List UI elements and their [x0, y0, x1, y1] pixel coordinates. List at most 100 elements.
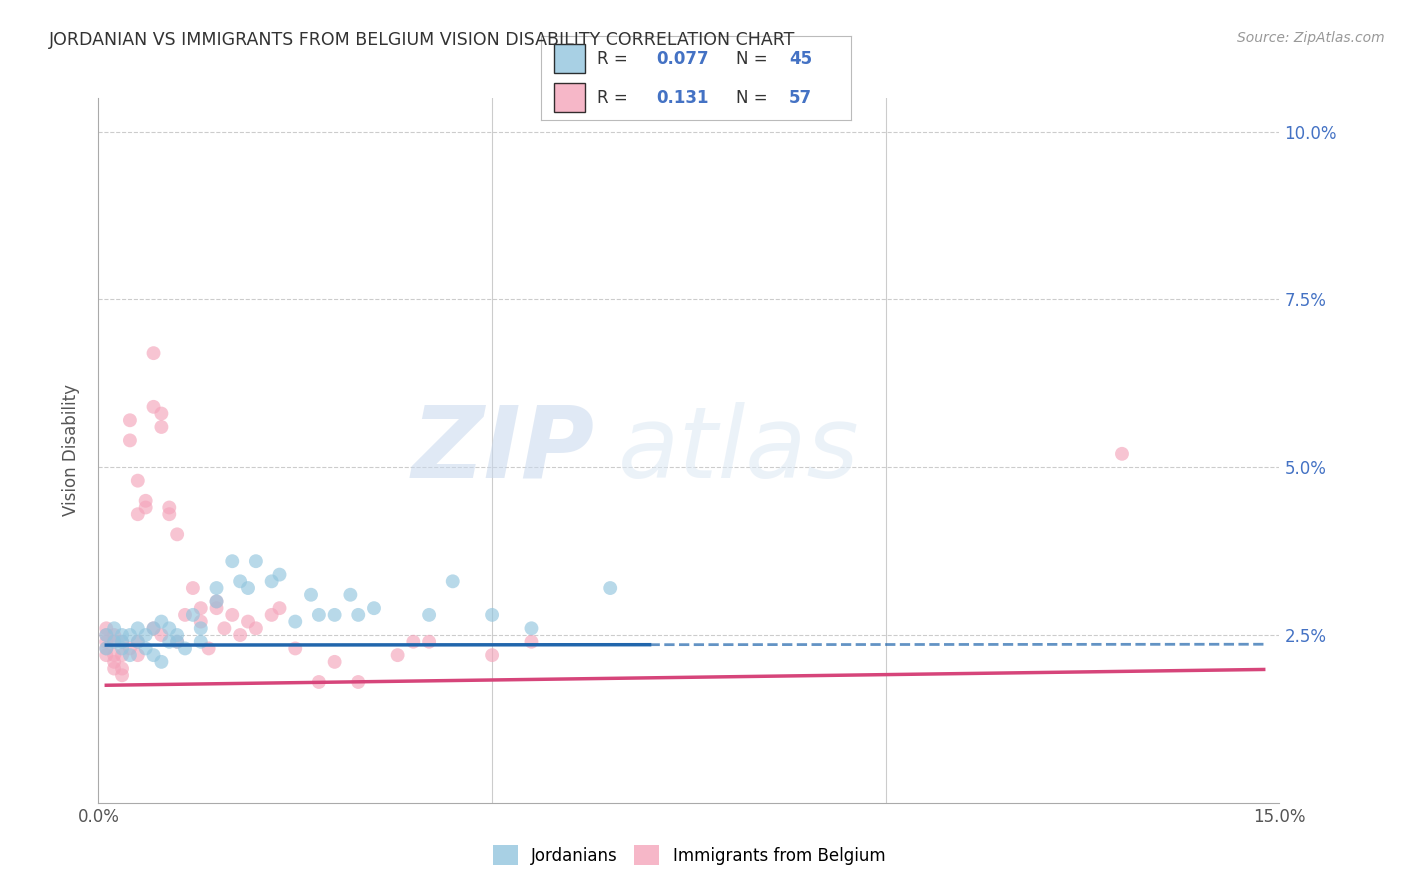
Point — [260, 607, 283, 622]
Point — [599, 581, 621, 595]
Point — [118, 648, 141, 662]
Point — [150, 655, 173, 669]
Point — [111, 641, 134, 656]
Point — [1111, 447, 1133, 461]
FancyBboxPatch shape — [554, 44, 585, 73]
Point — [157, 507, 180, 521]
Point — [339, 588, 361, 602]
Point — [174, 641, 197, 656]
Point — [118, 434, 141, 448]
Point — [363, 601, 385, 615]
Y-axis label: Vision Disability: Vision Disability — [62, 384, 80, 516]
Point — [221, 607, 243, 622]
Point — [308, 675, 330, 690]
Text: 57: 57 — [789, 88, 811, 106]
Point — [157, 500, 180, 515]
Point — [103, 662, 125, 676]
Point — [181, 607, 204, 622]
Point — [118, 641, 141, 656]
Point — [418, 634, 440, 648]
Point — [166, 527, 188, 541]
Point — [221, 554, 243, 568]
Point — [127, 634, 149, 648]
Point — [197, 641, 219, 656]
Point — [269, 601, 291, 615]
Point — [347, 607, 370, 622]
Point — [323, 655, 346, 669]
Point — [441, 574, 464, 589]
Point — [103, 621, 125, 635]
Text: 45: 45 — [789, 50, 811, 68]
Point — [520, 621, 543, 635]
Point — [103, 655, 125, 669]
Point — [205, 594, 228, 608]
Point — [347, 675, 370, 690]
Point — [190, 634, 212, 648]
Point — [103, 628, 125, 642]
Point — [157, 634, 180, 648]
Point — [520, 634, 543, 648]
Point — [308, 607, 330, 622]
Point — [111, 628, 134, 642]
Point — [190, 615, 212, 629]
Point — [135, 500, 157, 515]
Point — [236, 615, 259, 629]
Point — [402, 634, 425, 648]
Legend: Jordanians, Immigrants from Belgium: Jordanians, Immigrants from Belgium — [486, 838, 891, 872]
Point — [323, 607, 346, 622]
Text: ZIP: ZIP — [412, 402, 595, 499]
Point — [135, 628, 157, 642]
Point — [142, 400, 165, 414]
Point — [142, 648, 165, 662]
Point — [135, 641, 157, 656]
Point — [127, 634, 149, 648]
Text: R =: R = — [598, 50, 633, 68]
Point — [127, 648, 149, 662]
Point — [245, 621, 267, 635]
Point — [236, 581, 259, 595]
Point — [150, 407, 173, 421]
Point — [284, 615, 307, 629]
Point — [166, 628, 188, 642]
Point — [103, 634, 125, 648]
Point — [96, 621, 118, 635]
Point — [96, 634, 118, 648]
Point — [205, 581, 228, 595]
Point — [166, 634, 188, 648]
Point — [96, 628, 118, 642]
Point — [299, 588, 322, 602]
Point — [205, 594, 228, 608]
Point — [260, 574, 283, 589]
Point — [174, 607, 197, 622]
Point — [214, 621, 236, 635]
Point — [111, 668, 134, 682]
FancyBboxPatch shape — [554, 83, 585, 112]
Point — [111, 634, 134, 648]
Point — [111, 634, 134, 648]
Point — [127, 474, 149, 488]
Point — [190, 621, 212, 635]
Point — [142, 346, 165, 360]
Point — [229, 574, 252, 589]
Text: N =: N = — [737, 50, 773, 68]
Point — [127, 621, 149, 635]
Point — [481, 607, 503, 622]
Point — [229, 628, 252, 642]
Point — [166, 634, 188, 648]
Point — [205, 601, 228, 615]
Point — [127, 507, 149, 521]
Point — [96, 648, 118, 662]
Text: Source: ZipAtlas.com: Source: ZipAtlas.com — [1237, 31, 1385, 45]
Point — [387, 648, 409, 662]
Point — [245, 554, 267, 568]
Point — [150, 615, 173, 629]
Point — [118, 628, 141, 642]
Text: 0.077: 0.077 — [655, 50, 709, 68]
Point — [150, 628, 173, 642]
Point — [96, 628, 118, 642]
Point — [418, 607, 440, 622]
Point — [142, 621, 165, 635]
Text: R =: R = — [598, 88, 638, 106]
Point — [96, 641, 118, 656]
Point — [118, 413, 141, 427]
